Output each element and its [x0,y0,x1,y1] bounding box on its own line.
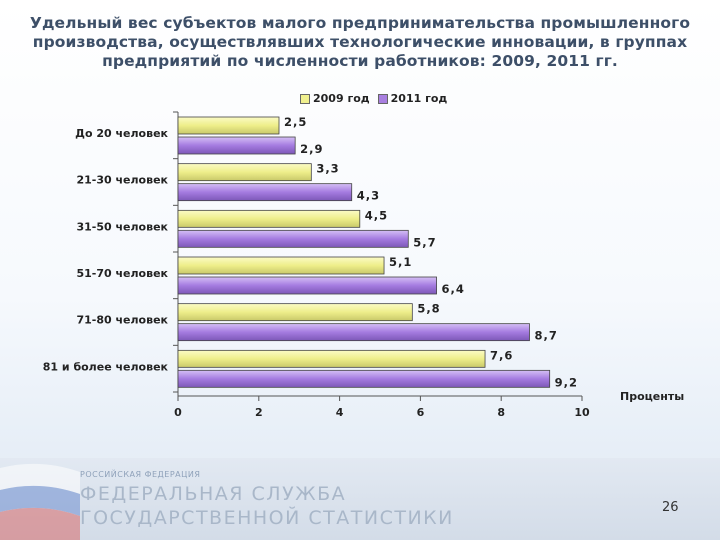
bar-2011 [177,229,409,248]
page-number: 26 [662,500,679,515]
value-label-2009: 5,8 [417,302,440,316]
category-label: 21-30 человек [76,174,168,187]
bar-2009 [177,303,413,322]
footer-band [0,458,720,540]
x-tick-label: 4 [336,406,344,419]
bar-2009 [177,163,312,182]
bar-2009 [177,256,385,275]
category-label: 81 и более человек [43,360,169,373]
footer-org-country: РОССИЙСКАЯ ФЕДЕРАЦИЯ [80,470,201,479]
category-label: 31-50 человек [76,220,168,233]
legend-item-2011: 2011 год [377,92,448,105]
bar-chart: 0 2 4 6 8 10 Проценты До 20 человек 2,5 2,9 21-30 … [43,111,684,419]
x-tick-label: 2 [255,406,263,419]
legend-swatch-2009 [300,93,310,104]
x-tick-label: 8 [497,406,505,419]
legend-item-2009: 2009 год [300,92,370,105]
footer-org-line2: ГОСУДАРСТВЕННОЙ СТАТИСТИКИ [80,507,454,529]
bar-2011 [177,323,530,342]
x-tick-label: 0 [174,406,182,419]
value-label-2011: 4,3 [357,189,380,203]
bar-2011 [177,183,353,202]
chart-title: Удельный вес субъектов малого предприним… [29,14,691,70]
category-label: 51-70 человек [76,267,168,280]
value-label-2011: 8,7 [534,329,557,343]
chart-legend: 2009 год 2011 год [300,92,451,105]
bar-2011 [177,369,551,388]
category-label: 71-80 человек [76,314,168,327]
bar-2009 [177,209,361,228]
bar-2011 [177,276,437,295]
legend-label-2009: 2009 год [313,92,370,105]
flag-emblem [0,463,80,540]
value-label-2011: 2,9 [300,142,323,156]
x-tick-label: 6 [417,406,425,419]
x-axis-label: Проценты [620,390,684,403]
bar-2009 [177,116,280,135]
bar-2009 [177,349,486,368]
value-label-2009: 5,1 [389,255,412,269]
bar-2011 [177,136,296,155]
legend-swatch-2011 [377,93,388,104]
value-label-2009: 7,6 [490,348,513,362]
category-label: До 20 человек [75,127,168,140]
legend-label-2011: 2011 год [390,92,448,105]
value-label-2011: 9,2 [555,375,578,389]
value-label-2009: 2,5 [284,115,307,129]
x-tick-label: 10 [574,406,590,419]
value-label-2011: 5,7 [413,235,436,249]
value-label-2009: 3,3 [316,162,339,176]
value-label-2011: 6,4 [442,282,465,296]
value-label-2009: 4,5 [365,208,388,222]
footer-org-line1: ФЕДЕРАЛЬНАЯ СЛУЖБА [80,483,347,505]
